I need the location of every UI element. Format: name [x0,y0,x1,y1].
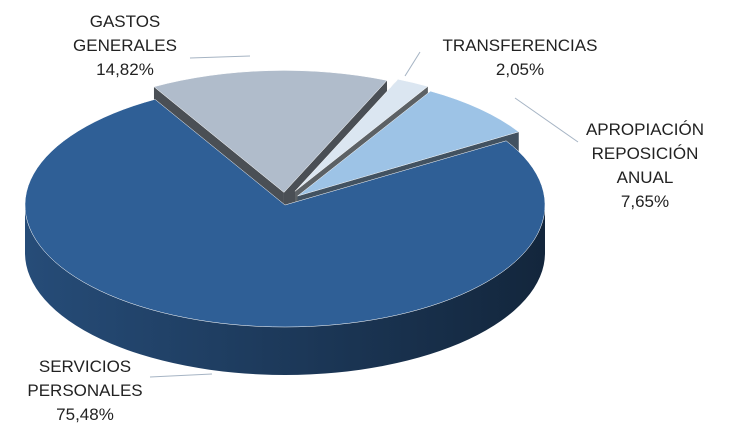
category-name: APROPIACIÓN REPOSICIÓN ANUAL [585,120,705,187]
slice-label: TRANSFERENCIAS 2,05% [420,34,620,82]
leader-line [149,373,213,378]
slice-label: GASTOS GENERALES 14,82% [50,10,200,82]
slice [297,90,520,197]
slice [153,70,388,193]
slice-label: SERVICIOS PERSONALES 75,48% [10,355,160,427]
slice [294,79,429,192]
value-label: 14,82% [96,60,154,79]
slice-label: APROPIACIÓN REPOSICIÓN ANUAL 7,65% [565,118,725,214]
value-label: 7,65% [620,192,670,211]
category-name: SERVICIOS PERSONALES [27,357,143,400]
slice-side-wall [25,205,545,375]
category-name: TRANSFERENCIAS [442,36,598,55]
leader-line [189,55,251,59]
value-label: 75,48% [56,405,114,424]
category-name: GASTOS GENERALES [73,12,177,55]
leader-line [514,97,579,143]
leader-line [404,51,421,77]
value-label: 2,05% [495,60,545,79]
slice [24,99,546,328]
